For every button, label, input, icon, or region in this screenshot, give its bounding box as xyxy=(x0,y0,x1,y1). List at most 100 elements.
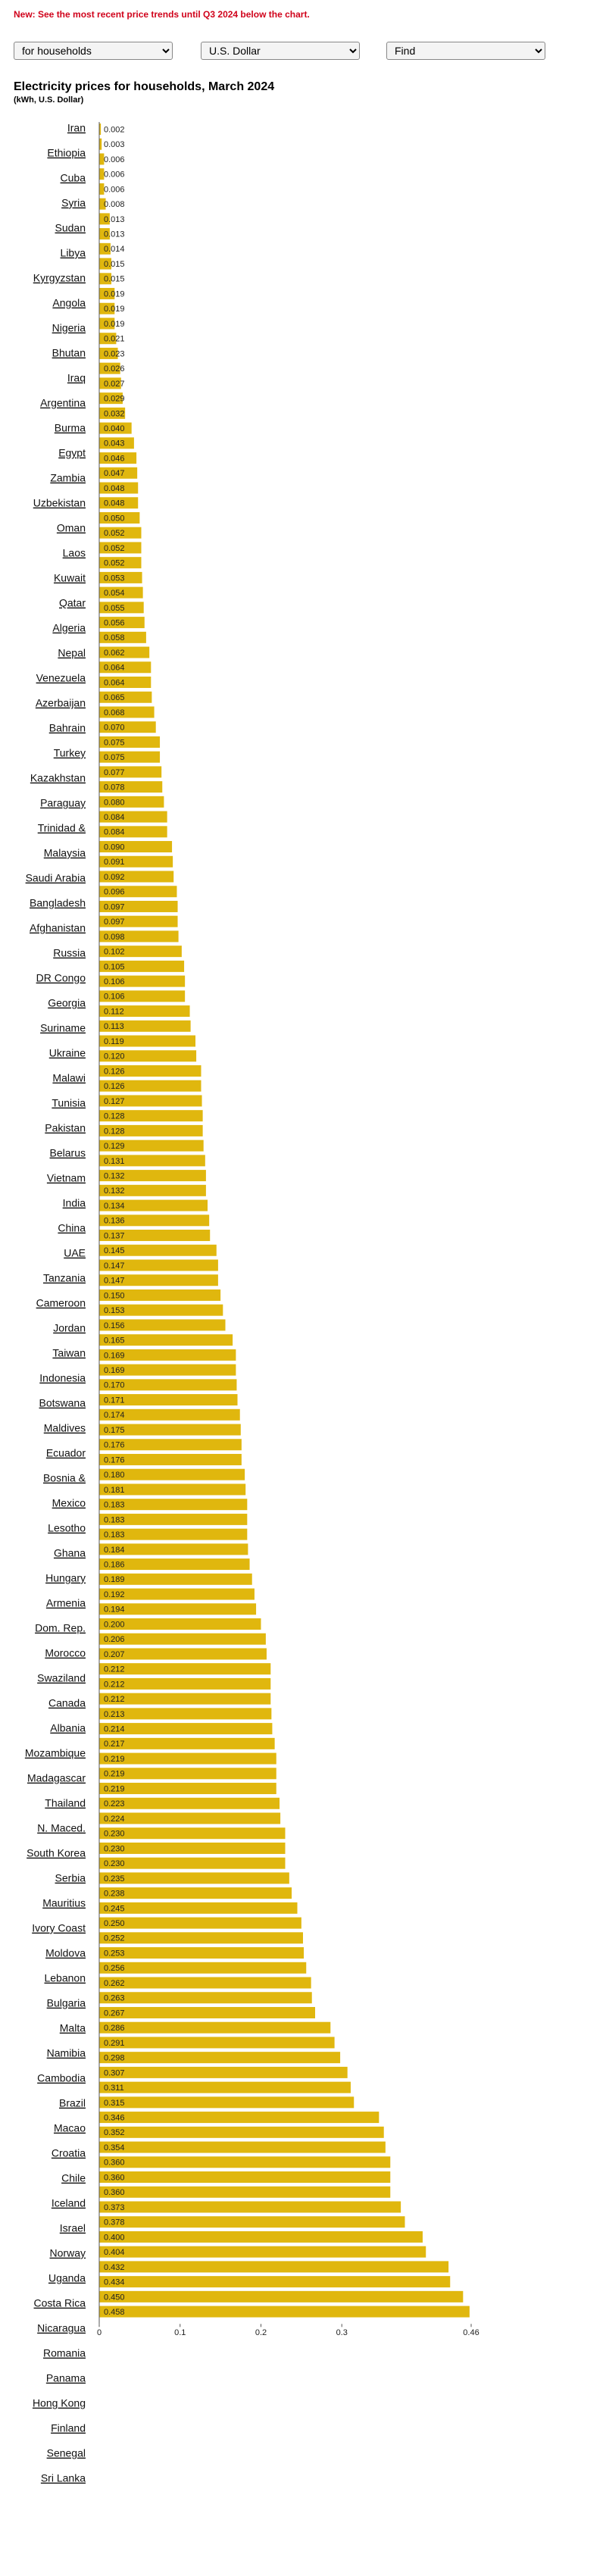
country-link[interactable]: Pakistan xyxy=(45,1122,86,1134)
country-link[interactable]: Zambia xyxy=(50,472,86,484)
country-link[interactable]: Brazil xyxy=(59,2097,86,2109)
country-link[interactable]: Ghana xyxy=(54,1547,86,1559)
country-link[interactable]: India xyxy=(63,1197,86,1209)
dropdown[interactable]: for households xyxy=(14,42,173,60)
country-link[interactable]: Angola xyxy=(52,297,86,309)
country-link[interactable]: Kuwait xyxy=(54,572,86,584)
country-link[interactable]: Cuba xyxy=(61,172,86,184)
country-link[interactable]: Ethiopia xyxy=(47,147,86,159)
country-link[interactable]: Madagascar xyxy=(27,1772,86,1784)
country-link[interactable]: Dom. Rep. xyxy=(35,1622,86,1634)
country-link[interactable]: Nicaragua xyxy=(37,2322,86,2334)
country-link[interactable]: Tunisia xyxy=(52,1097,86,1109)
country-link[interactable]: Sudan xyxy=(55,222,86,234)
bar xyxy=(99,602,144,614)
country-link[interactable]: Israel xyxy=(60,2222,86,2234)
country-link[interactable]: Taiwan xyxy=(52,1347,86,1359)
country-link[interactable]: Georgia xyxy=(48,997,86,1009)
country-link[interactable]: Finland xyxy=(51,2422,86,2434)
country-link[interactable]: Trinidad & xyxy=(38,822,86,834)
country-link[interactable]: Lesotho xyxy=(48,1522,86,1534)
country-link[interactable]: Albania xyxy=(50,1722,86,1734)
country-link[interactable]: Maldives xyxy=(44,1422,86,1434)
country-link[interactable]: South Korea xyxy=(27,1847,86,1859)
country-link[interactable]: Chile xyxy=(61,2172,86,2184)
country-link[interactable]: Turkey xyxy=(54,747,86,759)
country-link[interactable]: Iceland xyxy=(52,2197,86,2209)
country-link[interactable]: Malta xyxy=(60,2022,86,2034)
country-link[interactable]: N. Maced. xyxy=(37,1822,86,1834)
country-link[interactable]: China xyxy=(58,1222,86,1234)
country-link[interactable]: Ukraine xyxy=(49,1047,86,1059)
country-link[interactable]: Norway xyxy=(50,2247,86,2259)
country-link[interactable]: Syria xyxy=(61,197,86,209)
country-link[interactable]: Macao xyxy=(54,2122,86,2134)
country-link[interactable]: Vietnam xyxy=(47,1172,86,1184)
country-link[interactable]: Malaysia xyxy=(44,847,86,859)
country-link[interactable]: DR Congo xyxy=(36,972,86,984)
country-link[interactable]: Kyrgyzstan xyxy=(33,272,86,284)
country-link[interactable]: UAE xyxy=(64,1247,86,1259)
country-link[interactable]: Moldova xyxy=(45,1947,86,1959)
country-link[interactable]: Botswana xyxy=(39,1397,86,1409)
country-link[interactable]: Libya xyxy=(61,247,86,259)
country-link[interactable]: Venezuela xyxy=(36,672,86,684)
country-link[interactable]: Morocco xyxy=(45,1647,86,1659)
country-link[interactable]: Qatar xyxy=(59,597,86,609)
country-link[interactable]: Sri Lanka xyxy=(41,2472,86,2484)
country-link[interactable]: Belarus xyxy=(50,1147,86,1159)
country-link[interactable]: Namibia xyxy=(47,2047,86,2059)
country-link[interactable]: Costa Rica xyxy=(34,2297,86,2309)
country-link[interactable]: Mauritius xyxy=(42,1897,86,1909)
country-link[interactable]: Tanzania xyxy=(43,1272,86,1284)
country-link[interactable]: Romania xyxy=(43,2347,86,2359)
country-link[interactable]: Malawi xyxy=(52,1072,86,1084)
country-link[interactable]: Suriname xyxy=(40,1022,86,1034)
country-link[interactable]: Mozambique xyxy=(25,1747,86,1759)
country-link[interactable]: Indonesia xyxy=(39,1372,86,1384)
country-link[interactable]: Argentina xyxy=(40,397,86,409)
country-link[interactable]: Hong Kong xyxy=(33,2397,86,2409)
country-link[interactable]: Burma xyxy=(55,422,86,434)
country-link[interactable]: Bahrain xyxy=(49,722,86,734)
country-link[interactable]: Uganda xyxy=(48,2272,86,2284)
country-link[interactable]: Mexico xyxy=(52,1497,86,1509)
country-link[interactable]: Saudi Arabia xyxy=(26,872,86,884)
country-link[interactable]: Paraguay xyxy=(40,797,86,809)
country-link[interactable]: Azerbaijan xyxy=(36,697,86,709)
country-link[interactable]: Lebanon xyxy=(44,1972,86,1984)
country-link[interactable]: Jordan xyxy=(53,1322,86,1334)
country-link[interactable]: Iran xyxy=(67,122,86,134)
country-link[interactable]: Uzbekistan xyxy=(33,497,86,509)
country-link[interactable]: Afghanistan xyxy=(30,922,86,934)
country-link[interactable]: Canada xyxy=(48,1697,86,1709)
country-link[interactable]: Russia xyxy=(53,947,86,959)
country-link[interactable]: Serbia xyxy=(55,1872,86,1884)
country-link[interactable]: Algeria xyxy=(52,622,86,634)
country-link[interactable]: Bosnia & xyxy=(43,1472,86,1484)
country-link[interactable]: Iraq xyxy=(67,372,86,384)
country-link[interactable]: Ecuador xyxy=(46,1447,86,1459)
bar xyxy=(99,1977,311,1989)
country-link[interactable]: Nigeria xyxy=(52,322,86,334)
country-link[interactable]: Thailand xyxy=(45,1797,86,1809)
country-link[interactable]: Ivory Coast xyxy=(32,1922,86,1934)
country-link[interactable]: Nepal xyxy=(58,647,86,659)
country-link[interactable]: Bangladesh xyxy=(30,897,86,909)
country-link[interactable]: Laos xyxy=(63,547,86,559)
country-link[interactable]: Cameroon xyxy=(36,1297,86,1309)
country-link[interactable]: Swaziland xyxy=(37,1672,86,1684)
country-link[interactable]: Bhutan xyxy=(52,347,86,359)
country-link[interactable]: Hungary xyxy=(45,1572,86,1584)
country-link[interactable]: Cambodia xyxy=(37,2072,86,2084)
country-link[interactable]: Croatia xyxy=(52,2147,86,2159)
country-link[interactable]: Bulgaria xyxy=(47,1997,86,2009)
country-link[interactable]: Oman xyxy=(57,522,86,534)
country-link[interactable]: Armenia xyxy=(46,1597,86,1609)
country-link[interactable]: Senegal xyxy=(47,2447,86,2459)
country-link[interactable]: Egypt xyxy=(58,447,86,459)
dropdown[interactable]: U.S. Dollar xyxy=(201,42,360,60)
country-link[interactable]: Kazakhstan xyxy=(30,772,86,784)
dropdown[interactable]: Find xyxy=(386,42,545,60)
country-link[interactable]: Panama xyxy=(46,2372,86,2384)
